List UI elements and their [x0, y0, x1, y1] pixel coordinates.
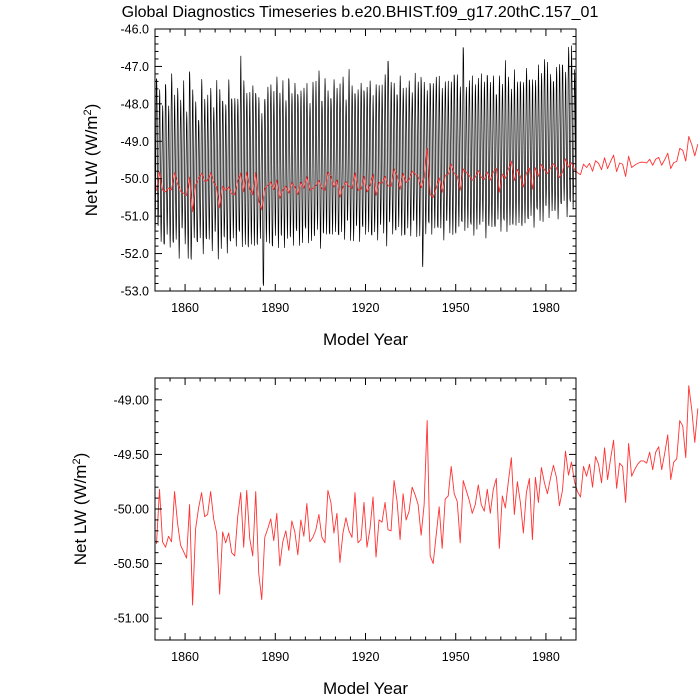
y-tick-label: -50.0 — [121, 172, 150, 186]
y-tick-label: -49.00 — [114, 393, 149, 407]
y-tick-label: -50.50 — [114, 557, 149, 571]
y-tick-label: -51.0 — [121, 210, 150, 224]
y-tick-label: -47.0 — [121, 60, 150, 74]
y-tick-label: -49.0 — [121, 135, 150, 149]
plot-frame — [154, 377, 577, 641]
series-annual-line — [156, 385, 699, 606]
x-tick-label: 1920 — [352, 650, 380, 664]
x-axis-title: Model Year — [323, 679, 408, 698]
y-axis-title: Net LW (W/m2) — [71, 453, 90, 566]
figure-title: Global Diagnostics Timeseries b.e20.BHIS… — [122, 4, 599, 21]
y-tick-label: -46.0 — [121, 23, 150, 37]
y-tick-label: -52.0 — [121, 247, 150, 261]
x-tick-label: 1860 — [171, 301, 199, 315]
series-annual-line — [156, 135, 699, 213]
x-axis-title: Model Year — [323, 330, 408, 349]
y-tick-label: -53.0 — [121, 285, 150, 299]
y-tick-label: -48.0 — [121, 97, 150, 111]
top-chart: 1860 1890 1920 1950 1980 -53.0 -52.0 -51.0 -50.0… — [82, 23, 699, 349]
x-tick-label: 1920 — [352, 301, 380, 315]
series-monthly-line — [154, 45, 577, 286]
y-tick-label: -51.00 — [114, 612, 149, 626]
y-axis-title: Net LW (W/m2) — [82, 104, 101, 217]
x-tick-label: 1860 — [171, 650, 199, 664]
x-tick-label: 1950 — [442, 650, 470, 664]
x-tick-label: 1890 — [261, 650, 289, 664]
y-tick-label: -50.00 — [114, 503, 149, 517]
x-tick-label: 1980 — [532, 301, 560, 315]
x-tick-label: 1890 — [261, 301, 289, 315]
x-tick-label: 1950 — [442, 301, 470, 315]
bottom-chart: 1860 1890 1920 1950 1980 -51.00 -50.50 -50.00 -4… — [71, 377, 699, 698]
y-tick-label: -49.50 — [114, 448, 149, 462]
x-tick-label: 1980 — [532, 650, 560, 664]
